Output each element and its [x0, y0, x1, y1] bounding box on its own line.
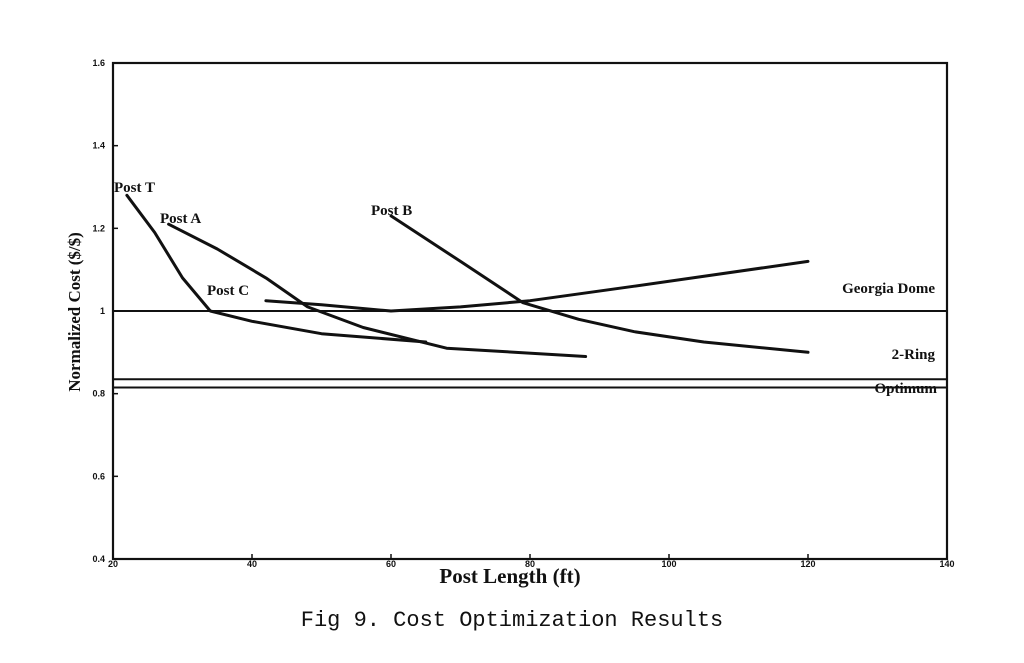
y-tick-label: 0.8: [92, 389, 105, 399]
series-label-post-t: Post T: [114, 180, 155, 196]
series-line-post-c: [264, 259, 810, 313]
reference-label-optimum: Optimum: [874, 381, 937, 397]
x-tick-label: 20: [108, 559, 118, 569]
x-axis-title: Post Length (ft): [439, 564, 580, 588]
y-tick-label: 1: [100, 306, 105, 316]
series-line-post-b: [389, 214, 810, 354]
series-line-post-t: [125, 193, 428, 344]
series-label-post-b: Post B: [371, 203, 412, 219]
y-tick-label: 1.2: [92, 223, 105, 233]
cost-optimization-chart: 20 40 60 80 100 120 140 0.4 0.6 0.8 1 1.2 1.4 1.6 Pos…: [65, 58, 955, 588]
y-tick-label: 1.4: [92, 141, 105, 151]
x-tick-label: 40: [247, 559, 257, 569]
y-tick-label: 0.4: [92, 554, 105, 564]
reference-label-georgia-dome: Georgia Dome: [842, 281, 935, 297]
x-tick-label: 120: [800, 559, 815, 569]
y-axis-title: Normalized Cost ($/$): [65, 232, 84, 392]
reference-label-2-ring: 2-Ring: [892, 347, 936, 363]
figure-caption: Fig 9. Cost Optimization Results: [300, 608, 724, 633]
x-tick-label: 80: [525, 559, 535, 569]
axis-ticks: 20 40 60 80 100 120 140 0.4 0.6 0.8 1 1.2 1.4 1.6: [92, 58, 954, 569]
series-label-post-c: Post C: [207, 283, 249, 299]
series-labels: Post T Post A Post C Post B Georgia Dome 2-Ri…: [114, 180, 937, 397]
y-tick-label: 1.6: [92, 58, 105, 68]
series-lines: [125, 193, 810, 358]
y-tick-label: 0.6: [92, 471, 105, 481]
x-tick-label: 60: [386, 559, 396, 569]
x-tick-label: 100: [661, 559, 676, 569]
series-line-post-a: [167, 222, 588, 358]
series-label-post-a: Post A: [160, 211, 201, 227]
x-tick-label: 140: [939, 559, 954, 569]
reference-lines: [113, 310, 947, 389]
